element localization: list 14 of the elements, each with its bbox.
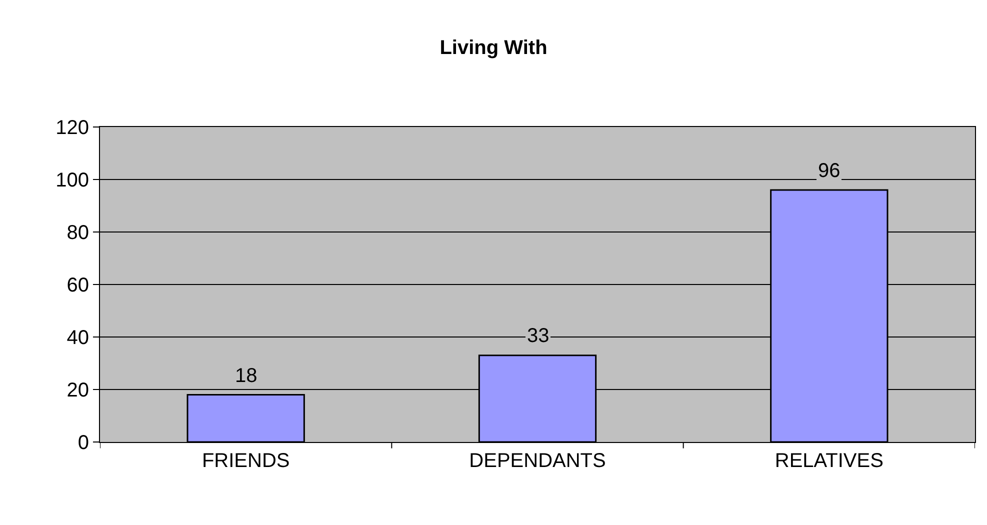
y-tick-label: 0	[78, 432, 89, 454]
y-tick-label: 120	[56, 117, 89, 139]
x-tick-label: RELATIVES	[774, 450, 884, 472]
data-label: 96	[818, 160, 840, 182]
y-tick-label: 80	[66, 222, 89, 244]
data-label: 33	[527, 325, 550, 347]
y-tick-label: 60	[66, 274, 89, 296]
chart-title: Living With	[440, 37, 548, 59]
x-tick-label: DEPENDANTS	[469, 450, 606, 472]
y-tick-label: 100	[56, 170, 89, 192]
y-tick-label: 40	[66, 327, 89, 349]
x-tick-label: FRIENDS	[202, 450, 290, 472]
y-tick-label: 20	[66, 380, 89, 402]
data-label: 18	[235, 365, 258, 387]
